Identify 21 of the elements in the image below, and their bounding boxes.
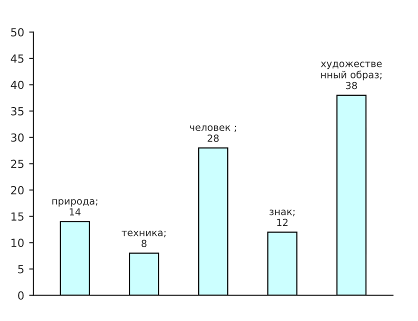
bar — [128, 252, 160, 296]
y-tick-label: 30 — [11, 133, 24, 142]
y-tick-label: 5 — [18, 265, 24, 274]
data-label: знак; 12 — [270, 210, 294, 226]
bar — [267, 232, 298, 296]
bar — [198, 147, 228, 296]
bar — [60, 221, 90, 296]
y-tick-label: 0 — [18, 291, 24, 300]
y-tick-label: 15 — [11, 212, 24, 221]
data-label: природа; 14 — [52, 199, 98, 216]
bar — [336, 94, 367, 296]
y-tick-label: 25 — [11, 160, 24, 168]
data-label: художестве нный образ; 38 — [320, 62, 382, 90]
y-tick-label: 50 — [11, 28, 24, 36]
data-label: человек ; 28 — [190, 125, 236, 142]
y-tick-label: 35 — [11, 107, 24, 116]
y-tick-label: 40 — [10, 80, 24, 90]
y-tick-label: 20 — [11, 186, 24, 194]
y-tick-label: 10 — [11, 238, 24, 248]
y-tick-label: 45 — [10, 54, 24, 63]
data-label: техника; 8 — [122, 230, 166, 248]
